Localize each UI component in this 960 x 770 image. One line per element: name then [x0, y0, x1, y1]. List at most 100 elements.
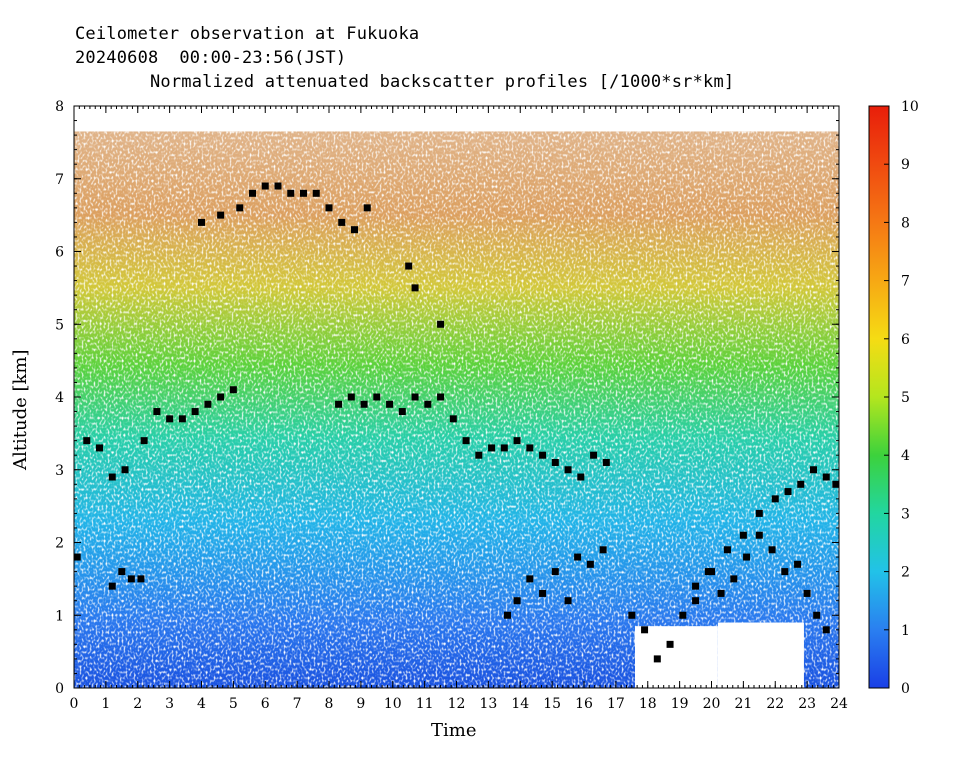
cloud-base-point	[539, 451, 547, 459]
cloud-base-point	[551, 568, 559, 576]
cloud-base-point	[739, 531, 747, 539]
cloud-base-point	[373, 393, 381, 401]
cloud-base-point	[803, 589, 811, 597]
x-tick-label: 5	[229, 696, 238, 712]
y-tick-label: 5	[55, 317, 64, 333]
cloud-base-point	[832, 480, 840, 488]
cloud-base-point	[539, 589, 547, 597]
cloud-base-point	[500, 444, 508, 452]
cloud-base-point	[118, 568, 126, 576]
x-tick-label: 22	[766, 696, 784, 712]
x-tick-label: 23	[798, 696, 816, 712]
cloud-base-point	[628, 611, 636, 619]
cloud-base-point	[781, 568, 789, 576]
cloud-base-point	[363, 204, 371, 212]
cloud-base-point	[577, 473, 585, 481]
x-tick-label: 0	[70, 696, 79, 712]
cloud-base-point	[504, 611, 511, 619]
cloud-base-point	[730, 575, 738, 583]
cloud-base-point	[312, 189, 320, 197]
cloud-base-point	[590, 451, 598, 459]
cloud-base-point	[217, 393, 225, 401]
cloud-base-point	[191, 408, 199, 416]
cloud-base-point	[217, 211, 225, 219]
cloud-base-point	[602, 458, 610, 466]
cloud-base-point	[679, 611, 687, 619]
colorbar-tick-label: 3	[901, 506, 910, 522]
cloud-base-point	[810, 466, 817, 474]
x-tick-label: 18	[639, 696, 657, 712]
cloud-base-point	[274, 182, 282, 190]
x-tick-label: 24	[830, 696, 848, 712]
cloud-base-point	[797, 480, 805, 488]
cloud-base-point	[771, 495, 779, 503]
cloud-base-point	[653, 655, 661, 663]
cloud-base-point	[351, 226, 358, 234]
chart-title-station: Ceilometer observation at Fukuoka	[75, 24, 420, 44]
cloud-base-point	[526, 444, 534, 452]
x-tick-label: 15	[543, 696, 561, 712]
cloud-base-point	[717, 589, 725, 597]
colorbar-tick-label: 10	[901, 99, 919, 115]
colorbar-tick-label: 8	[901, 215, 910, 231]
cloud-base-point	[108, 582, 116, 590]
cloud-base-point	[449, 415, 457, 423]
cloud-base-point	[692, 597, 700, 605]
cloud-base-point	[83, 437, 91, 445]
cloud-base-point	[236, 204, 244, 212]
cloud-base-point	[411, 393, 419, 401]
x-tick-label: 16	[575, 696, 593, 712]
y-tick-label: 8	[55, 99, 64, 115]
cloud-base-point	[743, 553, 751, 561]
colorbar-tick-label: 9	[901, 157, 910, 173]
cloud-base-point	[513, 437, 521, 445]
cloud-base-point	[822, 473, 830, 481]
x-tick-label: 20	[703, 696, 721, 712]
y-tick-label: 0	[55, 681, 64, 697]
x-tick-label: 9	[356, 696, 365, 712]
cloud-base-point	[462, 437, 470, 445]
cloud-base-point	[564, 597, 572, 605]
cloud-base-point	[261, 182, 269, 190]
cloud-base-point	[249, 189, 256, 197]
cloud-base-point	[513, 597, 521, 605]
cloud-base-point	[794, 560, 802, 568]
cloud-base-point	[813, 611, 821, 619]
cloud-base-point	[551, 458, 559, 466]
cloud-base-point	[755, 509, 763, 517]
cloud-base-point	[437, 393, 445, 401]
cloud-base-point	[708, 568, 715, 576]
cloud-base-point	[526, 575, 534, 583]
cloud-base-point	[229, 386, 237, 394]
cloud-base-point	[475, 451, 483, 459]
cloud-base-point	[300, 189, 307, 197]
x-tick-label: 4	[197, 696, 206, 712]
cloud-base-point	[108, 473, 116, 481]
y-tick-label: 6	[55, 245, 64, 261]
cloud-base-point	[424, 400, 432, 408]
colorbar-tick-label: 5	[901, 390, 910, 406]
x-tick-label: 14	[511, 696, 529, 712]
cloud-base-point	[121, 466, 129, 474]
cloud-base-point	[784, 488, 792, 496]
x-tick-label: 11	[416, 696, 434, 712]
x-tick-label: 13	[479, 696, 497, 712]
cloud-base-point	[692, 582, 700, 590]
cloud-base-point	[127, 575, 135, 583]
colorbar-tick-label: 4	[901, 448, 910, 464]
cloud-base-point	[96, 444, 103, 452]
cloud-base-point	[73, 553, 81, 561]
backscatter-noise	[74, 131, 839, 688]
cloud-base-point	[398, 408, 406, 416]
cloud-base-point	[564, 466, 572, 474]
x-tick-label: 8	[325, 696, 334, 712]
cloud-base-point	[335, 400, 343, 408]
cloud-base-point	[822, 626, 830, 634]
cloud-base-point	[723, 546, 731, 554]
cloud-base-point	[488, 444, 496, 452]
cloud-base-point	[386, 400, 394, 408]
cloud-base-point	[198, 218, 205, 226]
colorbar-tick-label: 7	[901, 274, 910, 290]
